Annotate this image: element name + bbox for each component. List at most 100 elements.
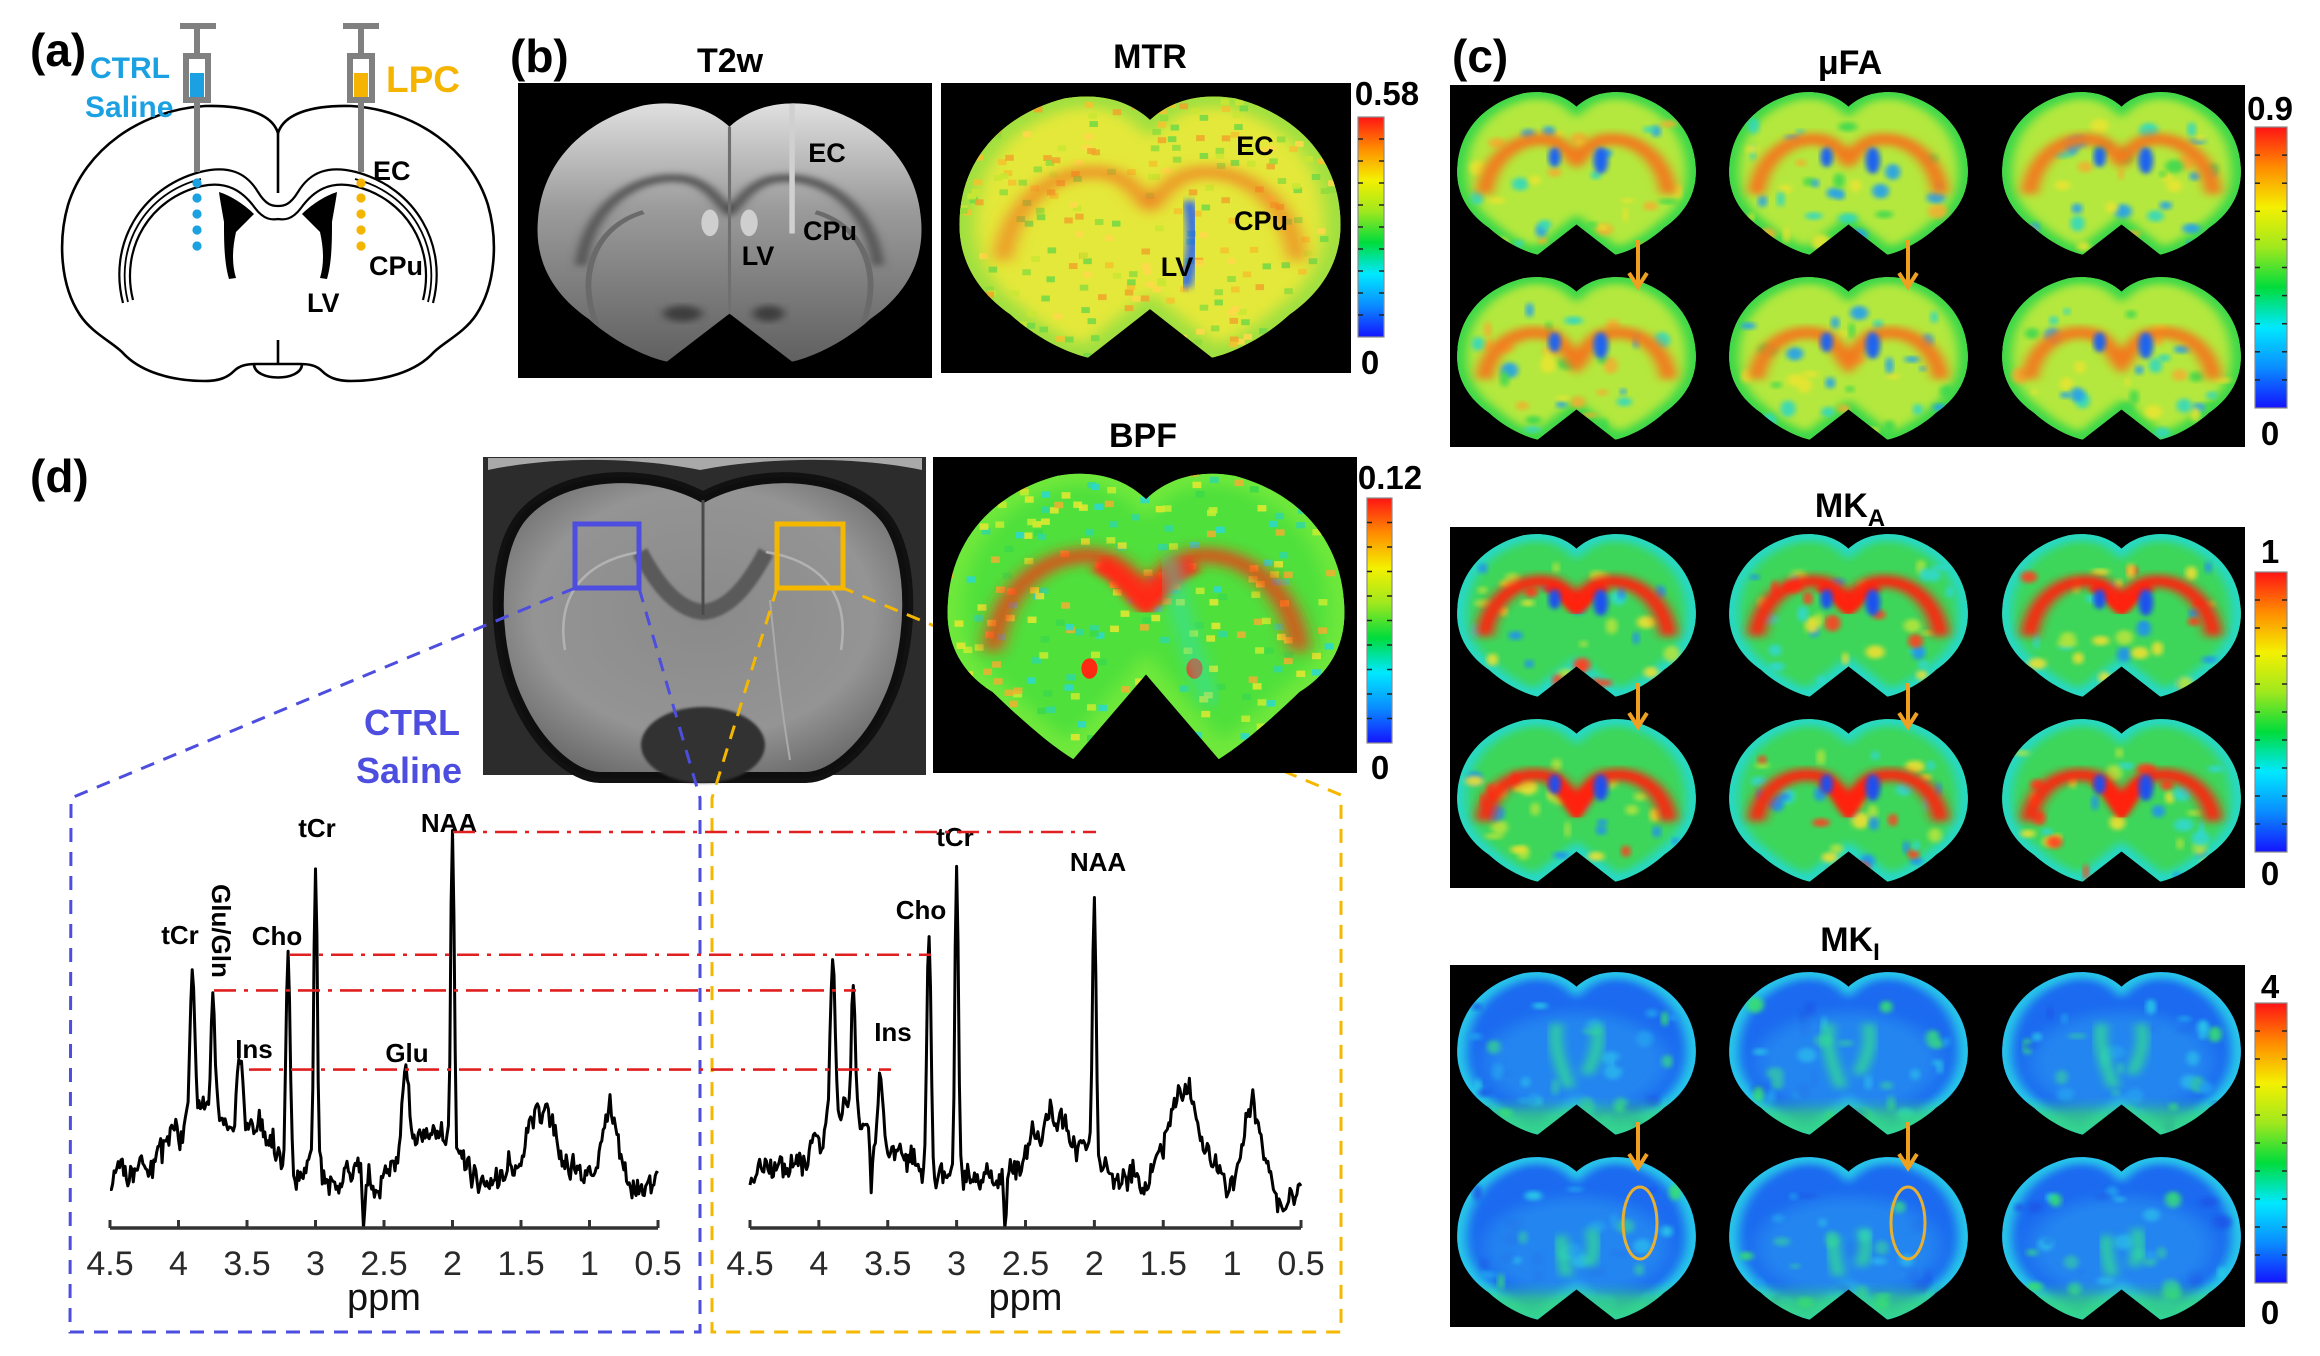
- map-voxel: [974, 154, 984, 161]
- ventricle-signal: [1822, 1023, 1875, 1089]
- map-spot: [1795, 159, 1807, 167]
- map-spot: [2027, 1201, 2043, 1214]
- map-spot: [2164, 1191, 2182, 1209]
- map-voxel: [1242, 693, 1252, 701]
- map-spot: [1746, 144, 1759, 154]
- map-spot: [2014, 750, 2030, 756]
- map-voxel: [1266, 700, 1276, 707]
- map-voxel: [1004, 689, 1014, 697]
- corpus-callosum-outer: [118, 168, 438, 304]
- map-voxel: [1216, 162, 1226, 169]
- map-spot: [1529, 175, 1541, 186]
- map-spot: [1826, 187, 1842, 199]
- map-spot: [1658, 198, 1678, 205]
- map-spot: [1599, 679, 1612, 687]
- map-spot: [1487, 196, 1506, 204]
- map-spot: [1645, 1094, 1660, 1108]
- map-spot: [2188, 608, 2200, 619]
- corpus-callosum: [1747, 133, 1950, 195]
- mka-title-subscript: A: [1868, 505, 1885, 532]
- mtr-ec-label: EC: [1236, 131, 1274, 161]
- map-spot: [1486, 653, 1499, 666]
- map-spot: [2049, 1193, 2062, 1207]
- map-voxel: [1143, 268, 1153, 275]
- x-axis-title: ppm: [989, 1277, 1063, 1319]
- map-voxel: [1292, 183, 1301, 190]
- peak-label: tCr: [161, 920, 199, 950]
- ventricle: [2093, 589, 2106, 610]
- map-voxel: [1039, 652, 1049, 659]
- map-voxel: [1087, 148, 1096, 155]
- map-spot: [1879, 1000, 1893, 1014]
- map-voxel: [1098, 294, 1107, 301]
- map-spot: [1553, 851, 1569, 859]
- map-voxel: [1111, 220, 1121, 227]
- map-spot: [1812, 818, 1830, 827]
- dark-structure: [752, 305, 785, 322]
- map-voxel: [1004, 545, 1014, 553]
- map-voxel: [1214, 289, 1223, 296]
- map-voxel: [1148, 160, 1158, 167]
- map-spot: [2092, 635, 2110, 646]
- map-spot: [1590, 171, 1601, 180]
- mtr-cpu-label: CPu: [1234, 206, 1288, 236]
- map-voxel: [1275, 529, 1285, 536]
- map-voxel: [1041, 491, 1051, 498]
- map-voxel: [1189, 473, 1199, 477]
- lesion-arrow-icon: [1897, 1122, 1919, 1172]
- map-spot: [2206, 391, 2218, 399]
- map-voxel: [1173, 208, 1183, 215]
- map-voxel: [1231, 286, 1240, 293]
- white-matter-arc: [585, 210, 874, 342]
- x-tick-label: 2: [443, 1245, 462, 1283]
- map-voxel: [1046, 276, 1055, 283]
- peak-label: Cho: [252, 921, 303, 951]
- lesion-arrow-icon: [1627, 683, 1649, 731]
- map-spot: [1616, 397, 1632, 407]
- ventricle: [1593, 332, 1609, 359]
- map-spot: [1919, 366, 1927, 372]
- map-voxel: [1083, 353, 1092, 358]
- colorbar-gradient: [2254, 571, 2288, 853]
- map-spot: [1905, 760, 1925, 773]
- ventricle: [1593, 147, 1609, 174]
- ventricle: [1548, 589, 1561, 610]
- map-voxel: [1158, 108, 1167, 115]
- map-voxel: [1192, 481, 1202, 489]
- x-tick-label: 1.5: [497, 1245, 544, 1283]
- map-spot: [1833, 173, 1845, 189]
- map-voxel: [1229, 336, 1239, 343]
- injection-dot: [192, 178, 202, 188]
- map-spot: [1811, 178, 1820, 188]
- map-voxel: [1209, 599, 1219, 606]
- peak-label: NAA: [421, 808, 478, 838]
- map-spot: [1471, 336, 1485, 351]
- ctrl-injection-dots: [192, 178, 202, 251]
- map-spot: [2212, 1215, 2232, 1230]
- map-edge: [959, 96, 1341, 358]
- map-spot: [2129, 389, 2139, 405]
- peak-label: Glu/Gln: [206, 884, 236, 978]
- map-voxel: [969, 197, 979, 204]
- ufa-colorbar: [2254, 126, 2288, 409]
- map-voxel: [1070, 693, 1080, 700]
- map-spot: [1789, 1193, 1798, 1200]
- map-voxel: [1230, 159, 1240, 166]
- map-voxel: [956, 642, 966, 649]
- map-voxel: [1120, 610, 1130, 617]
- map-spot: [2135, 365, 2144, 375]
- map-voxel: [1104, 262, 1114, 269]
- map-voxel: [1074, 159, 1083, 166]
- map-voxel: [1201, 710, 1211, 718]
- map-voxel: [1033, 106, 1043, 113]
- map-spot: [1472, 1003, 1482, 1011]
- map-spot: [2090, 118, 2109, 134]
- t2w-cpu-label: CPu: [803, 216, 857, 246]
- map-voxel: [1068, 263, 1078, 270]
- map-spot: [1556, 395, 1570, 401]
- map-voxel: [1257, 505, 1267, 512]
- map-voxel: [1089, 625, 1099, 632]
- map-voxel: [1157, 121, 1167, 128]
- map-spot: [1845, 385, 1855, 393]
- map-voxel: [1196, 328, 1205, 335]
